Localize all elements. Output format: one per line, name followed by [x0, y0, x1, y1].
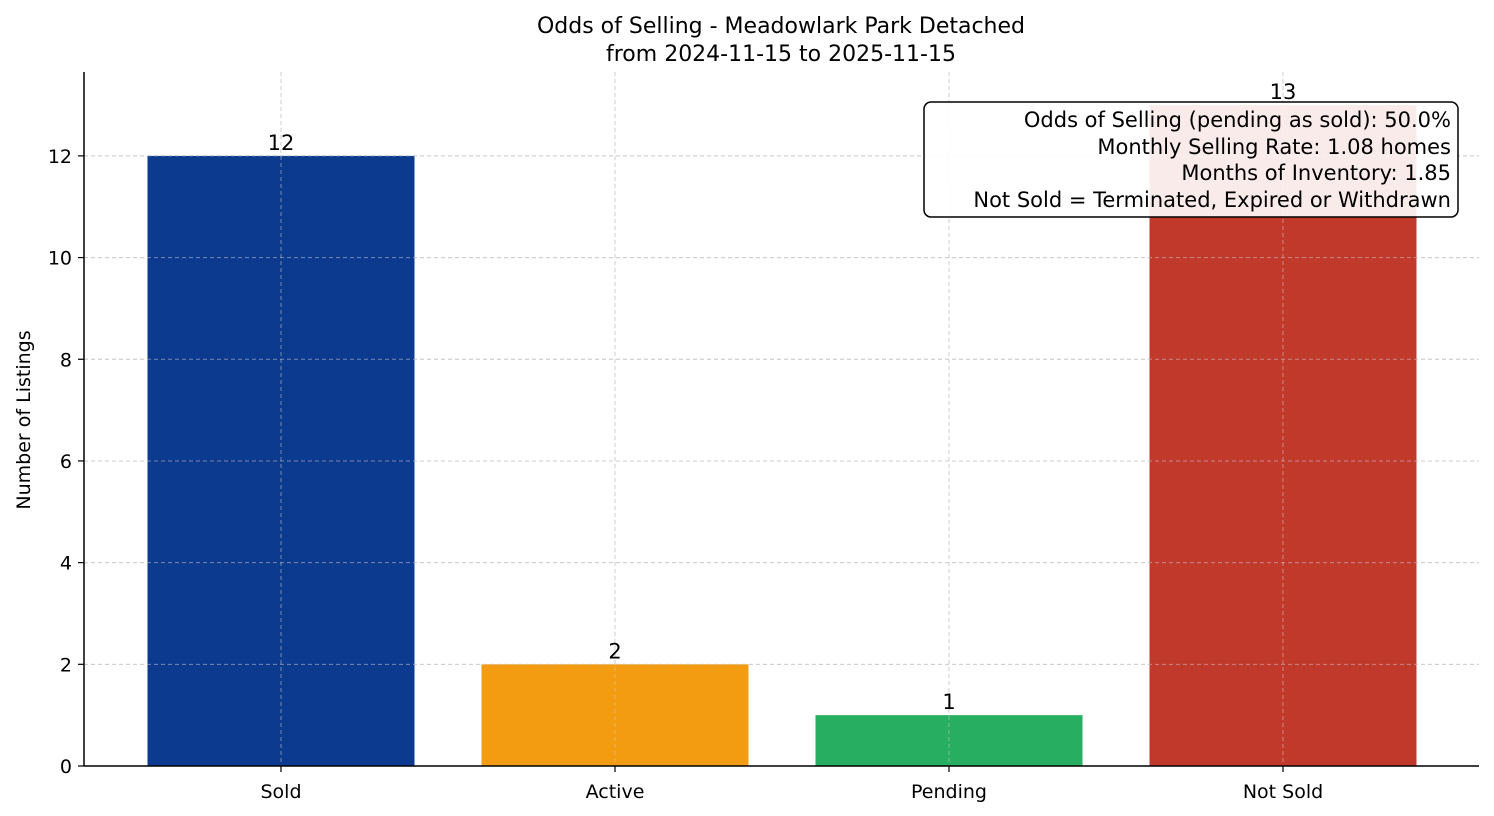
annotation-frame: [923, 101, 1459, 218]
data-label-sold: 12: [268, 131, 295, 155]
data-label-active: 2: [608, 639, 621, 663]
annotation-line-definition: Not Sold = Terminated, Expired or Withdr…: [973, 188, 1451, 212]
y-tick-label-10: 10: [48, 248, 72, 270]
annotation-line-rate: Monthly Selling Rate: 1.08 homes: [1097, 135, 1451, 159]
bar-active: [481, 664, 749, 766]
x-tick-label-pending: Pending: [911, 781, 987, 803]
y-tick-label-0: 0: [60, 756, 72, 778]
annotation-line-odds: Odds of Selling (pending as sold): 50.0%: [1024, 108, 1451, 132]
x-tick-label-active: Active: [586, 781, 645, 803]
annotation-box: Odds of Selling (pending as sold): 50.0%…: [923, 101, 1459, 218]
y-tick-label-4: 4: [60, 553, 72, 575]
chart-subtitle: from 2024-11-15 to 2025-11-15: [606, 42, 956, 67]
x-tick-label-not-sold: Not Sold: [1243, 781, 1323, 803]
annotation-line-inventory: Months of Inventory: 1.85: [1181, 161, 1451, 185]
x-tick-label-sold: Sold: [260, 781, 301, 803]
x-ticks: Sold Active Pending Not Sold: [260, 766, 1323, 803]
data-labels: 12 2 1 13: [268, 80, 1297, 714]
y-tick-label-2: 2: [60, 654, 72, 676]
data-label-not-sold: 13: [1270, 80, 1297, 104]
data-label-pending: 1: [942, 690, 955, 714]
y-ticks: 0 2 4 6 8 10 12: [48, 146, 84, 778]
y-tick-label-12: 12: [48, 146, 72, 168]
y-tick-label-6: 6: [60, 451, 72, 473]
y-tick-label-8: 8: [60, 349, 72, 371]
y-axis-label: Number of Listings: [13, 330, 35, 509]
axes: [83, 72, 1479, 767]
chart-title: Odds of Selling - Meadowlark Park Detach…: [537, 14, 1025, 39]
